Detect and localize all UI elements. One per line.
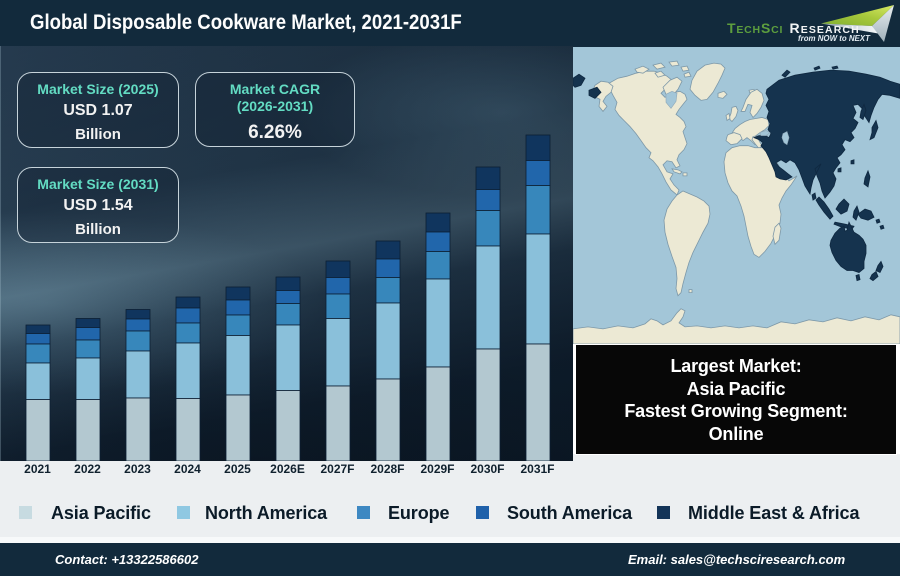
svg-text:from NOW to NEXT: from NOW to NEXT bbox=[798, 34, 871, 43]
svg-text:TECHSCI: TECHSCI bbox=[727, 20, 783, 36]
svg-text:RESEARCH: RESEARCH bbox=[790, 20, 860, 36]
